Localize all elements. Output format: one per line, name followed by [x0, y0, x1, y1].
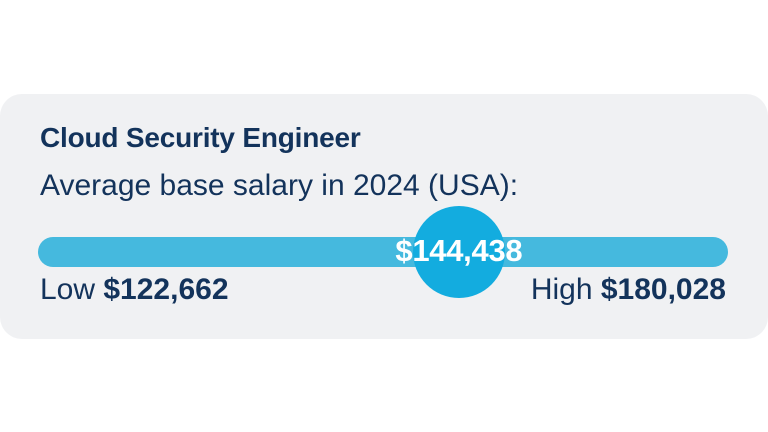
- job-title: Cloud Security Engineer: [40, 122, 361, 153]
- low-salary-value: $122,662: [103, 273, 229, 306]
- high-salary-label: High $180,028: [531, 273, 726, 307]
- low-salary-label: Low $122,662: [40, 273, 229, 307]
- high-salary-value: $180,028: [600, 273, 726, 306]
- average-salary-marker: [412, 206, 505, 298]
- salary-range-bar: [38, 237, 728, 267]
- salary-subtitle: Average base salary in 2024 (USA):: [40, 169, 519, 202]
- high-word: High: [530, 273, 601, 306]
- salary-card: [0, 94, 768, 339]
- low-word: Low: [40, 273, 104, 306]
- average-salary-value: $144,438: [395, 233, 523, 268]
